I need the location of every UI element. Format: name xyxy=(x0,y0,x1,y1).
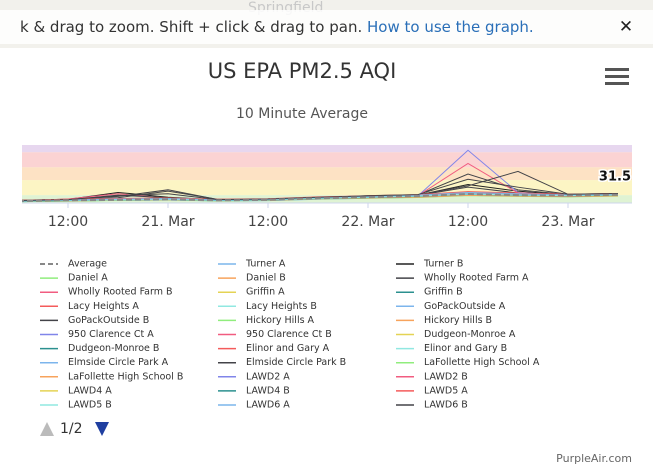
legend-item[interactable]: LAWD4 A xyxy=(40,385,112,396)
legend-label: Griffin B xyxy=(424,287,463,298)
legend-label: Elmside Circle Park A xyxy=(68,357,169,368)
series-line xyxy=(22,193,619,202)
legend-label: LAWD2 B xyxy=(424,371,468,382)
legend-item[interactable]: LAWD5 B xyxy=(40,400,112,411)
legend-item[interactable]: Hickory Hills A xyxy=(218,315,315,326)
legend-label: Hickory Hills A xyxy=(246,315,315,326)
close-button[interactable]: ✕ xyxy=(619,17,633,37)
legend-label: LAWD6 A xyxy=(246,400,290,411)
legend-item[interactable]: LAWD2 B xyxy=(396,371,468,382)
legend-item[interactable]: GoPackOutside A xyxy=(396,301,506,312)
legend-item[interactable]: Daniel B xyxy=(218,273,286,284)
x-tick-label: 22. Mar xyxy=(341,214,394,230)
legend-label: Elmside Circle Park B xyxy=(246,357,346,368)
legend-item[interactable]: 950 Clarence Ct A xyxy=(40,329,154,340)
legend-label: Wholly Rooted Farm A xyxy=(424,273,529,284)
legend-label: Dudgeon-Monroe A xyxy=(424,329,516,340)
legend-item[interactable]: Elmside Circle Park B xyxy=(218,357,346,368)
legend-label: LAWD4 B xyxy=(246,385,290,396)
menu-bar xyxy=(605,75,629,78)
legend-label: Lacy Heights A xyxy=(68,301,139,312)
menu-bar xyxy=(605,82,629,85)
legend-prev[interactable] xyxy=(40,422,54,436)
legend-label: LAWD5 B xyxy=(68,400,112,411)
banner-text: k & drag to zoom. Shift + click & drag t… xyxy=(20,18,534,36)
banner-hint: k & drag to zoom. Shift + click & drag t… xyxy=(20,18,367,36)
legend-label: Griffin A xyxy=(246,287,285,298)
legend-label: Turner A xyxy=(245,259,286,270)
legend-item[interactable]: LaFollette High School A xyxy=(396,357,540,368)
legend-label: LAWD6 B xyxy=(424,400,468,411)
legend-label: LaFollette High School A xyxy=(424,357,540,368)
legend-label: LAWD5 A xyxy=(424,385,468,396)
x-tick-label: 12:00 xyxy=(248,214,288,230)
legend-item[interactable]: Wholly Rooted Farm A xyxy=(396,273,529,284)
legend-page: 1/2 xyxy=(60,421,83,437)
banner xyxy=(0,10,653,44)
legend-item[interactable]: Wholly Rooted Farm B xyxy=(40,287,173,298)
chart-subtitle: 10 Minute Average xyxy=(236,106,368,122)
x-tick-label: 21. Mar xyxy=(141,214,194,230)
legend-label: 950 Clarence Ct A xyxy=(68,329,154,340)
legend-next[interactable] xyxy=(95,422,109,436)
legend-label: Daniel A xyxy=(68,273,108,284)
legend-item[interactable]: 950 Clarence Ct B xyxy=(218,329,332,340)
legend-item[interactable]: Griffin A xyxy=(218,287,285,298)
help-link[interactable]: How to use the graph. xyxy=(367,18,534,36)
legend: Average Turner A Turner B Daniel A Daniel B W… xyxy=(40,259,540,411)
legend-item[interactable]: Average xyxy=(40,259,107,270)
legend-item[interactable]: LaFollette High School B xyxy=(40,371,183,382)
x-tick-label: 23. Mar xyxy=(541,214,594,230)
legend-label: GoPackOutside A xyxy=(424,301,506,312)
legend-item[interactable]: Griffin B xyxy=(396,287,463,298)
legend-item[interactable]: LAWD6 A xyxy=(218,400,290,411)
aqi-band xyxy=(22,152,632,168)
legend-item[interactable]: Elmside Circle Park A xyxy=(40,357,169,368)
legend-label: Daniel B xyxy=(246,273,286,284)
legend-item[interactable]: Hickory Hills B xyxy=(396,315,492,326)
legend-item[interactable]: Lacy Heights B xyxy=(218,301,317,312)
legend-label: Lacy Heights B xyxy=(246,301,317,312)
value-label: 31.5 xyxy=(599,170,631,185)
x-tick-label: 12:00 xyxy=(48,214,88,230)
legend-item[interactable]: LAWD6 B xyxy=(396,400,468,411)
menu-button[interactable] xyxy=(605,68,629,85)
legend-item[interactable]: LAWD2 A xyxy=(218,371,290,382)
legend-item[interactable]: Dudgeon-Monroe A xyxy=(396,329,516,340)
legend-item[interactable]: LAWD4 B xyxy=(218,385,290,396)
menu-bar xyxy=(605,68,629,71)
x-axis-labels: 12:00 21. Mar 12:00 22. Mar 12:00 23. Mar xyxy=(48,203,595,230)
series-line xyxy=(22,178,619,202)
x-tick-label: 12:00 xyxy=(448,214,488,230)
legend-item[interactable]: Turner A xyxy=(218,259,286,270)
legend-item[interactable]: Dudgeon-Monroe B xyxy=(40,343,159,354)
legend-item[interactable]: LAWD5 A xyxy=(396,385,468,396)
legend-label: LaFollette High School B xyxy=(68,371,183,382)
legend-label: LAWD2 A xyxy=(246,371,290,382)
chart-title: US EPA PM2.5 AQI xyxy=(208,59,397,83)
legend-item[interactable]: Elinor and Gary B xyxy=(396,343,507,354)
legend-item[interactable]: Turner B xyxy=(396,259,463,270)
legend-label: 950 Clarence Ct B xyxy=(246,329,332,340)
legend-item[interactable]: Lacy Heights A xyxy=(40,301,139,312)
aqi-band xyxy=(22,145,632,153)
legend-item[interactable]: Daniel A xyxy=(40,273,108,284)
legend-label: GoPackOutside B xyxy=(68,315,149,326)
legend-label: Wholly Rooted Farm B xyxy=(68,287,173,298)
plot-lines xyxy=(22,149,619,203)
legend-item[interactable]: Elinor and Gary A xyxy=(218,343,330,354)
aqi-band xyxy=(22,167,632,181)
legend-label: Elinor and Gary A xyxy=(246,343,330,354)
legend-item[interactable]: GoPackOutside B xyxy=(40,315,149,326)
legend-label: Turner B xyxy=(423,259,463,270)
legend-label: Average xyxy=(68,259,107,270)
legend-label: Elinor and Gary B xyxy=(424,343,507,354)
legend-label: Hickory Hills B xyxy=(424,315,492,326)
legend-label: Dudgeon-Monroe B xyxy=(68,343,159,354)
legend-label: LAWD4 A xyxy=(68,385,112,396)
credit: PurpleAir.com xyxy=(556,452,632,465)
